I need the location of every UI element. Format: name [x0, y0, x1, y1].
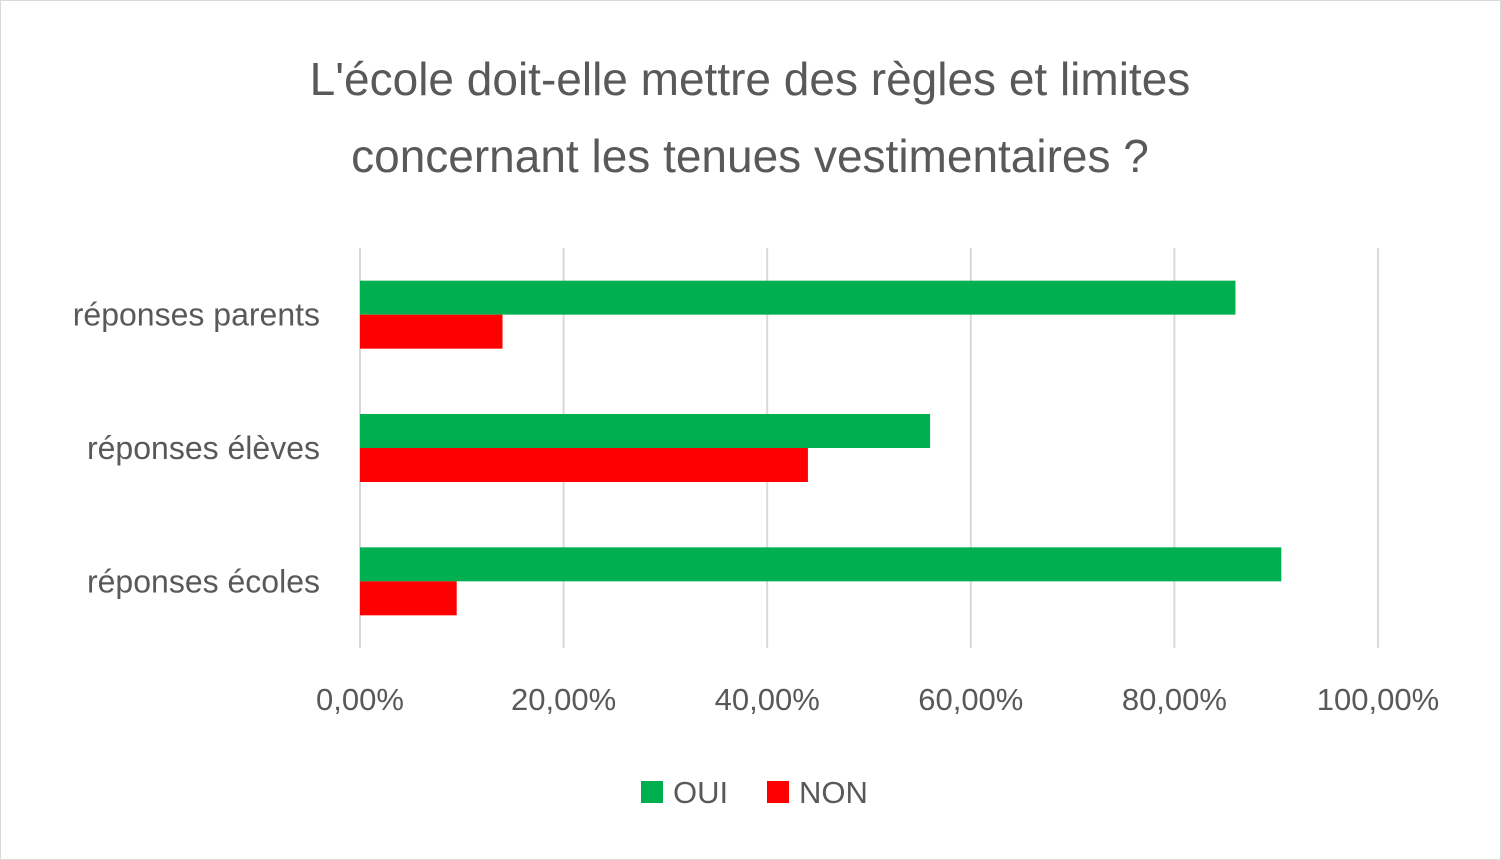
category-label: réponses élèves: [87, 430, 320, 466]
chart-title-line: concernant les tenues vestimentaires ?: [351, 130, 1149, 182]
bar-oui: [360, 280, 1236, 315]
x-tick-label: 20,00%: [511, 682, 616, 717]
bar-non: [360, 581, 457, 616]
chart-title: L'école doit-elle mettre des règles et l…: [310, 53, 1191, 182]
x-tick-label: 100,00%: [1317, 682, 1439, 717]
x-tick-label: 0,00%: [316, 682, 404, 717]
category-labels: réponses parents réponses élèves réponses …: [73, 297, 320, 600]
legend-label-non: NON: [799, 775, 868, 810]
legend: OUI NON: [641, 775, 868, 810]
bar-oui: [360, 414, 931, 448]
chart-title-line: L'école doit-elle mettre des règles et l…: [310, 53, 1191, 105]
x-tick-label: 80,00%: [1122, 682, 1227, 717]
bar-oui: [360, 547, 1282, 582]
legend-swatch-oui: [641, 781, 663, 803]
x-tick-label: 40,00%: [715, 682, 820, 717]
x-axis-tick-labels: 0,00% 20,00% 40,00% 60,00% 80,00% 100,00%: [316, 682, 1439, 717]
bars: [360, 280, 1282, 616]
category-label: réponses écoles: [87, 563, 320, 599]
category-label: réponses parents: [73, 297, 320, 333]
bar-non: [360, 448, 808, 482]
legend-swatch-non: [767, 781, 789, 803]
x-tick-label: 60,00%: [918, 682, 1023, 717]
bar-non: [360, 314, 503, 349]
legend-label-oui: OUI: [673, 775, 728, 810]
